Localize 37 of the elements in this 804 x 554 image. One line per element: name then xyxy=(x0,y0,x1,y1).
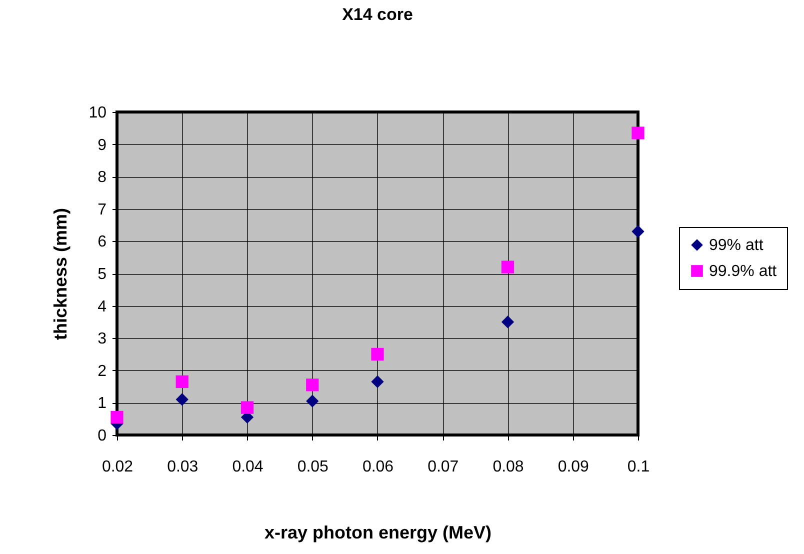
point xyxy=(501,260,514,274)
y-tick-label: 6 xyxy=(98,234,107,251)
y-axis-title: thickness (mm) xyxy=(50,208,71,340)
x-tick-label: 0.06 xyxy=(362,458,394,476)
x-tick-label: 0.07 xyxy=(428,458,459,476)
point xyxy=(240,401,254,414)
y-tick-label: 5 xyxy=(98,266,107,283)
y-tick-label: 3 xyxy=(98,330,107,348)
point xyxy=(371,375,384,388)
point xyxy=(632,126,644,140)
y-tick-label: 4 xyxy=(98,298,107,316)
x-tick-label: 0.08 xyxy=(492,458,524,476)
y-tick-label: 8 xyxy=(98,169,107,186)
chart-title: X14 core xyxy=(342,5,413,24)
point xyxy=(306,378,319,392)
y-tick-label: 0 xyxy=(98,428,107,444)
y-tick-label: 9 xyxy=(98,136,107,154)
point xyxy=(110,410,124,424)
y-tick-label: 7 xyxy=(98,201,107,218)
legend-label: 99.9% att xyxy=(709,263,778,280)
x-tick-label: 0.03 xyxy=(167,458,198,476)
y-tick-label: 2 xyxy=(98,362,107,380)
legend-label: 99% att xyxy=(709,237,764,254)
x-tick-label: 0.04 xyxy=(232,458,264,476)
x-tick-label: 0.1 xyxy=(627,458,650,476)
point xyxy=(176,393,188,406)
y-tick-label: 1 xyxy=(98,395,107,412)
x-tick-label: 0.05 xyxy=(297,458,329,476)
point xyxy=(176,375,188,388)
x-axis-title: x-ray photon energy (MeV) xyxy=(264,522,492,542)
point xyxy=(632,225,644,238)
point xyxy=(371,348,384,361)
x-tick-label: 0.02 xyxy=(102,458,134,476)
point xyxy=(501,316,514,328)
point xyxy=(306,394,319,408)
y-tick-label: 10 xyxy=(88,104,107,122)
x-tick-label: 0.09 xyxy=(558,458,590,476)
